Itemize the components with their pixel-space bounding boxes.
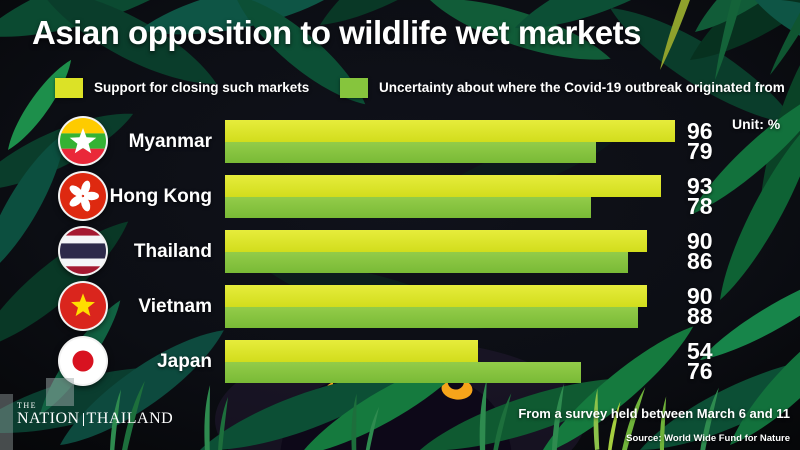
value-labels: 90 86 [687,228,713,274]
logo-bar-decor [0,394,13,450]
support-value: 90 [687,228,713,254]
bar-group [225,285,647,328]
hong-kong-flag-icon [57,170,109,222]
uncertainty-value: 88 [687,302,713,329]
thailand-flag-icon [57,225,109,277]
support-bar [225,120,675,142]
value-labels: 54 76 [687,338,713,384]
source-note: Source: World Wide Fund for Nature [626,433,790,444]
chart-row-hong-kong: Hong Kong 93 78 [0,171,800,221]
value-labels: 90 88 [687,283,713,329]
uncertainty-bar [225,361,581,383]
support-value: 93 [687,173,713,199]
uncertainty-value: 78 [687,192,713,219]
bar-group [225,175,661,218]
chart-row-vietnam: Vietnam 90 88 [0,281,800,331]
country-label: Myanmar [128,131,212,152]
chart-row-myanmar: Myanmar 96 79 [0,116,800,166]
uncertainty-color-swatch [340,77,368,98]
bar-group [225,230,647,273]
vietnam-flag-icon [57,280,109,332]
value-labels: 96 79 [687,118,713,164]
support-bar [225,340,478,362]
bar-group [225,120,675,163]
uncertainty-value: 86 [687,247,713,274]
support-bar [225,175,661,197]
country-label: Japan [157,351,212,372]
survey-note: From a survey held between March 6 and 1… [518,406,790,421]
nation-thailand-logo: THE NATION THAILAND [0,374,210,450]
support-value: 54 [687,338,713,364]
support-bar [225,230,647,252]
logo-the: THE [17,401,38,410]
legend-uncertainty-label: Uncertainty about where the Covid-19 out… [379,80,785,95]
chart-row-japan: Japan 54 76 [0,336,800,386]
uncertainty-bar [225,251,628,273]
uncertainty-value: 76 [687,357,713,384]
chart-title: Asian opposition to wildlife wet markets [32,14,641,51]
legend-support-label: Support for closing such markets [94,80,310,95]
country-label: Vietnam [138,296,212,317]
support-bar [225,285,647,307]
logo-text: THE NATION THAILAND [17,402,173,428]
logo-square-decor [46,378,74,406]
value-labels: 93 78 [687,173,713,219]
uncertainty-bar [225,306,638,328]
support-value: 90 [687,283,713,309]
chart-row-thailand: Thailand 90 86 [0,226,800,276]
japan-flag-icon [57,335,109,387]
logo-thailand: THAILAND [86,410,174,427]
support-color-swatch [55,77,83,98]
country-label: Hong Kong [109,186,212,207]
logo-nation: NATION [17,410,80,427]
uncertainty-value: 79 [687,137,713,164]
legend-item-uncertainty: Uncertainty about where the Covid-19 out… [340,77,785,98]
uncertainty-bar [225,141,596,163]
uncertainty-bar [225,196,591,218]
unit-label: Unit: % [732,116,781,132]
bar-group [225,340,581,383]
support-value: 96 [687,118,713,144]
country-label: Thailand [133,241,212,262]
myanmar-flag-icon [57,115,109,167]
logo-divider [82,412,84,426]
legend-item-support: Support for closing such markets [55,77,309,98]
